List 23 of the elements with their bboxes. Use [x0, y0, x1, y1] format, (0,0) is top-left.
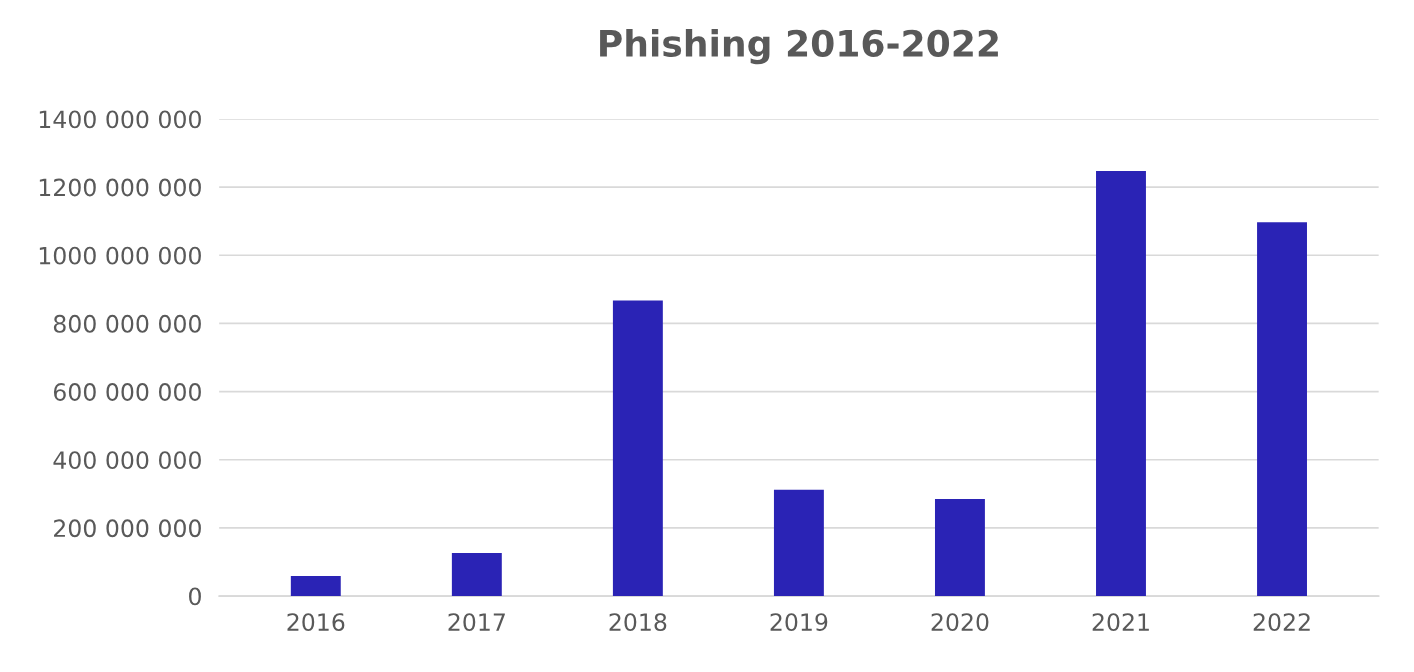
y-tick-label: 1000 000 000 — [39, 246, 201, 265]
bar — [290, 575, 341, 597]
bar — [451, 553, 502, 597]
y-tick-label: 200 000 000 — [54, 519, 201, 538]
bar — [1096, 171, 1146, 597]
bar — [934, 498, 985, 597]
y-tick-label: 1200 000 000 — [39, 178, 201, 197]
x-tick-label: 2018 — [609, 613, 667, 632]
x-tick-label: 2022 — [1253, 613, 1310, 632]
y-tick-label: 400 000 000 — [53, 451, 201, 470]
x-tick-label: 2019 — [770, 613, 828, 632]
bar — [773, 489, 824, 597]
bar — [1257, 222, 1307, 597]
y-tick-label: 1400 000 000 — [39, 110, 201, 129]
x-tick-label: 2020 — [931, 613, 989, 632]
chart-title: Phishing 2016-2022 — [600, 29, 998, 65]
x-tick-label: 2021 — [1092, 613, 1149, 632]
x-tick-label: 2016 — [287, 613, 345, 632]
y-tick-label: 800 000 000 — [53, 314, 201, 333]
bar — [612, 300, 663, 597]
y-tick-label: 0 — [189, 587, 201, 606]
x-tick-label: 2017 — [448, 613, 505, 632]
y-tick-label: 600 000 000 — [53, 383, 201, 401]
